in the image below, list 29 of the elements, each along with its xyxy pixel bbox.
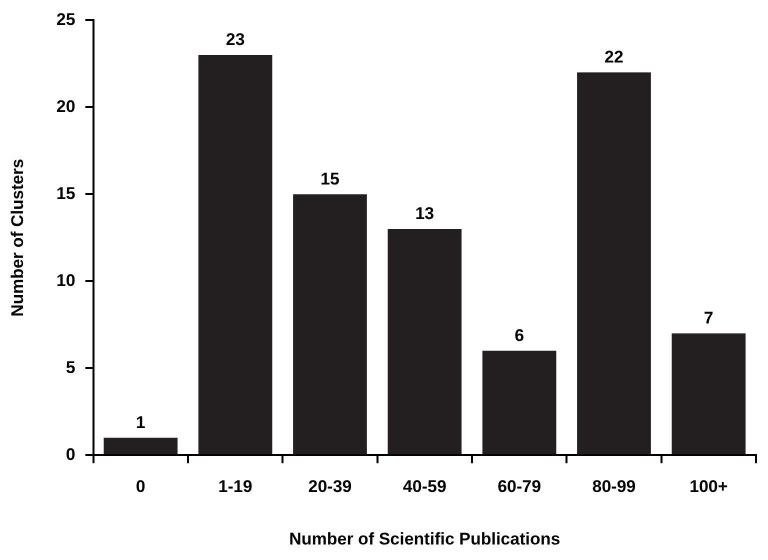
data-label: 6: [514, 326, 524, 345]
bar: [577, 72, 651, 454]
bar: [388, 229, 462, 454]
y-tick-label: 20: [56, 96, 76, 116]
x-tick-label: 0: [136, 477, 146, 496]
data-label: 1: [136, 412, 146, 432]
data-label: 15: [320, 169, 340, 188]
x-tick-label: 100+: [690, 477, 728, 496]
x-tick-label: 80-99: [592, 477, 636, 496]
x-tick-label: 20-39: [308, 477, 352, 496]
x-tick-label: 40-59: [402, 477, 446, 496]
y-tick-label: 15: [56, 184, 76, 203]
x-axis-title: Number of Scientific Publications: [289, 529, 560, 548]
data-label: 22: [604, 48, 624, 67]
bar: [293, 194, 367, 454]
data-label: 7: [704, 308, 714, 328]
bar: [672, 333, 746, 454]
bar: [198, 55, 272, 454]
y-axis-title: Number of Clusters: [8, 158, 27, 317]
data-label: 13: [415, 204, 434, 224]
bar: [104, 438, 178, 454]
x-tick-label: 1-19: [218, 477, 252, 496]
y-tick-label: 5: [66, 358, 76, 377]
y-tick-label: 10: [56, 270, 76, 290]
y-tick-label: 25: [56, 10, 76, 29]
y-tick-label: 0: [66, 444, 76, 464]
bar: [482, 350, 556, 454]
x-tick-label: 60-79: [498, 477, 542, 496]
data-label: 23: [226, 30, 245, 50]
